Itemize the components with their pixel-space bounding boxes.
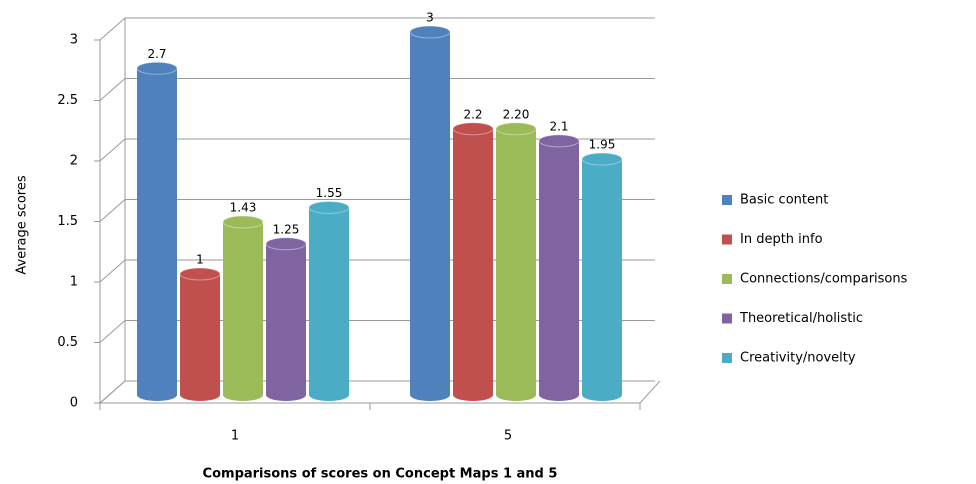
y-tick-label: 2 [70,154,78,169]
data-label: 1.25 [273,222,300,236]
data-label: 1.55 [316,186,343,200]
grid-line [99,17,655,41]
data-label: 1.43 [230,200,257,214]
bar-shade [309,207,349,395]
legend-swatch [722,274,732,284]
bar-top [538,134,580,148]
legend-label: Theoretical/holistic [739,311,863,326]
data-label: 2.20 [503,107,530,121]
bar-top [222,215,264,229]
x-tick-label: 1 [231,429,239,444]
x-tick-label: 5 [504,429,512,444]
bar-shade [180,274,220,395]
bar-shade [453,128,493,396]
y-tick-label: 0.5 [57,335,78,350]
bar-top [308,200,350,214]
bar-top [265,237,307,251]
bar-top [136,61,178,75]
data-label: 3 [426,11,434,25]
legend-swatch [722,353,732,363]
bar-shade [137,68,177,396]
legend-label: Connections/comparisons [740,272,908,287]
y-tick-label: 1.5 [57,214,78,229]
bar-shade [410,32,450,395]
bar-top [452,122,494,136]
data-label: 1 [196,253,204,267]
bar-shade [539,140,579,395]
y-axis-label: Average scores [15,175,30,274]
bar-top [179,267,221,281]
bar-shade [496,128,536,396]
bar-shade [266,243,306,395]
bar-top [409,25,451,39]
bar-shade [223,221,263,395]
legend-label: Creativity/novelty [740,351,856,366]
x-axis-label: Comparisons of scores on Concept Maps 1 … [203,467,558,482]
legend-swatch [722,195,732,205]
legend-swatch [722,313,732,324]
legend-swatch [722,234,732,245]
grid-line [99,78,655,101]
data-label: 2.2 [463,107,482,121]
bar-top [495,122,537,136]
legend-label: Basic content [740,193,828,208]
data-label: 2.1 [549,119,568,133]
y-tick-label: 3 [70,33,78,48]
y-tick-label: 2.5 [57,93,78,108]
y-tick-label: 1 [70,275,78,290]
data-label: 2.7 [147,47,166,61]
bar-top [581,152,623,166]
y-tick-label: 0 [70,396,78,411]
bar-shade [582,159,622,395]
legend-label: In depth info [740,232,823,247]
data-label: 1.95 [589,138,616,152]
